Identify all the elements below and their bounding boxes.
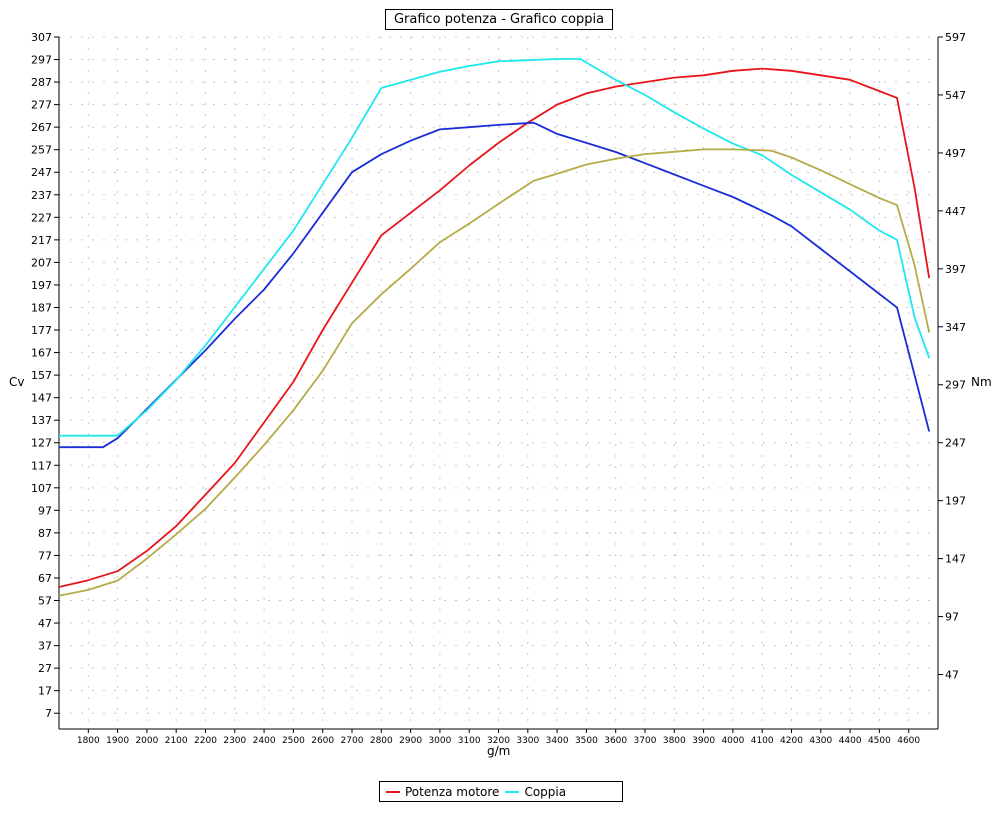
x-tick-label: 2800 <box>370 736 393 746</box>
x-tick-label: 3400 <box>546 736 569 746</box>
x-tick-label: 4600 <box>897 736 920 746</box>
y-left-tick-label: 67 <box>38 572 52 585</box>
legend-label-coppia: Coppia <box>524 784 567 799</box>
legend-item-potenza: Potenza motore <box>386 785 499 799</box>
x-tick-label: 2400 <box>253 736 276 746</box>
x-tick-label: 4400 <box>839 736 862 746</box>
x-tick-label: 3100 <box>458 736 481 746</box>
y-left-tick-label: 27 <box>38 662 52 675</box>
y-left-tick-label: 237 <box>31 189 52 202</box>
x-tick-label: 3500 <box>575 736 598 746</box>
legend-item-coppia: Coppia <box>505 785 566 799</box>
legend-swatch-potenza <box>386 790 400 793</box>
x-tick-label: 1900 <box>106 736 129 746</box>
x-axis-label: g/m <box>487 744 511 758</box>
y-left-tick-label: 127 <box>31 437 52 450</box>
y-left-tick-label: 7 <box>45 707 52 720</box>
y-right-tick-label: 297 <box>945 379 966 392</box>
y-left-tick-label: 177 <box>31 324 52 337</box>
x-tick-label: 3800 <box>663 736 686 746</box>
x-tick-label: 1800 <box>77 736 100 746</box>
y-right-tick-label: 47 <box>945 669 959 682</box>
y-right-tick-label: 147 <box>945 553 966 566</box>
y-left-tick-label: 197 <box>31 279 52 292</box>
y-left-tick-label: 247 <box>31 166 52 179</box>
y-axis-label-left: Cv <box>9 375 25 389</box>
y-left-tick-label: 287 <box>31 76 52 89</box>
y-right-tick-label: 497 <box>945 147 966 160</box>
y-left-tick-label: 167 <box>31 347 52 360</box>
y-left-tick-label: 57 <box>38 595 52 608</box>
x-tick-label: 3700 <box>634 736 657 746</box>
x-tick-label: 4300 <box>809 736 832 746</box>
y-left-tick-label: 297 <box>31 54 52 67</box>
y-left-tick-label: 157 <box>31 369 52 382</box>
x-tick-label: 4500 <box>868 736 891 746</box>
y-left-tick-label: 217 <box>31 234 52 247</box>
series-line-3 <box>59 58 931 437</box>
x-tick-label: 2500 <box>282 736 305 746</box>
x-tick-label: 2900 <box>399 736 422 746</box>
y-right-tick-label: 197 <box>945 495 966 508</box>
y-axis-label-right: Nm <box>971 375 992 389</box>
x-tick-label: 3200 <box>487 736 510 746</box>
y-left-tick-label: 17 <box>38 685 52 698</box>
legend: Potenza motore Coppia <box>379 781 623 802</box>
x-tick-label: 3600 <box>604 736 627 746</box>
y-left-tick-label: 87 <box>38 527 52 540</box>
y-left-tick-label: 137 <box>31 414 52 427</box>
y-left-tick-label: 117 <box>31 459 52 472</box>
y-right-tick-label: 547 <box>945 89 966 102</box>
y-left-tick-label: 277 <box>31 99 52 112</box>
y-right-tick-label: 597 <box>945 31 966 44</box>
x-tick-label: 4100 <box>751 736 774 746</box>
x-tick-label: 2100 <box>165 736 188 746</box>
y-left-tick-label: 187 <box>31 301 52 314</box>
series-line-1 <box>58 67 931 588</box>
y-right-tick-label: 447 <box>945 205 966 218</box>
legend-swatch-coppia <box>505 790 520 793</box>
axis-ticks: 1800 1900 2000 2100 2200 2300 2400 2500 2600 2700… <box>31 31 966 746</box>
series-line-2 <box>59 121 931 449</box>
x-tick-label: 2300 <box>223 736 246 746</box>
y-right-tick-label: 397 <box>945 263 966 276</box>
y-right-tick-label: 97 <box>945 611 959 624</box>
y-left-tick-label: 267 <box>31 121 52 134</box>
series-line-4 <box>58 148 931 597</box>
x-tick-label: 3300 <box>516 736 539 746</box>
y-left-tick-label: 207 <box>31 256 52 269</box>
y-left-tick-label: 107 <box>31 482 52 495</box>
x-tick-label: 2700 <box>341 736 364 746</box>
x-tick-label: 4000 <box>721 736 744 746</box>
y-left-tick-label: 77 <box>38 549 52 562</box>
y-right-tick-label: 247 <box>945 437 966 450</box>
y-left-tick-label: 147 <box>31 392 52 405</box>
x-tick-label: 4200 <box>780 736 803 746</box>
y-left-tick-label: 307 <box>31 31 52 44</box>
x-tick-label: 2600 <box>311 736 334 746</box>
y-left-tick-label: 37 <box>38 640 52 653</box>
x-tick-label: 3900 <box>692 736 715 746</box>
chart-title: Grafico potenza - Grafico coppia <box>385 9 613 30</box>
y-left-tick-label: 47 <box>38 617 52 630</box>
y-right-tick-label: 347 <box>945 321 966 334</box>
x-tick-label: 3000 <box>428 736 451 746</box>
y-left-tick-label: 257 <box>31 144 52 157</box>
y-left-tick-label: 97 <box>38 504 52 517</box>
legend-label-potenza: Potenza motore <box>405 784 500 799</box>
plot-background <box>59 37 938 729</box>
x-tick-label: 2000 <box>135 736 158 746</box>
series-lines <box>58 58 931 597</box>
x-tick-label: 2200 <box>194 736 217 746</box>
y-left-tick-label: 227 <box>31 211 52 224</box>
